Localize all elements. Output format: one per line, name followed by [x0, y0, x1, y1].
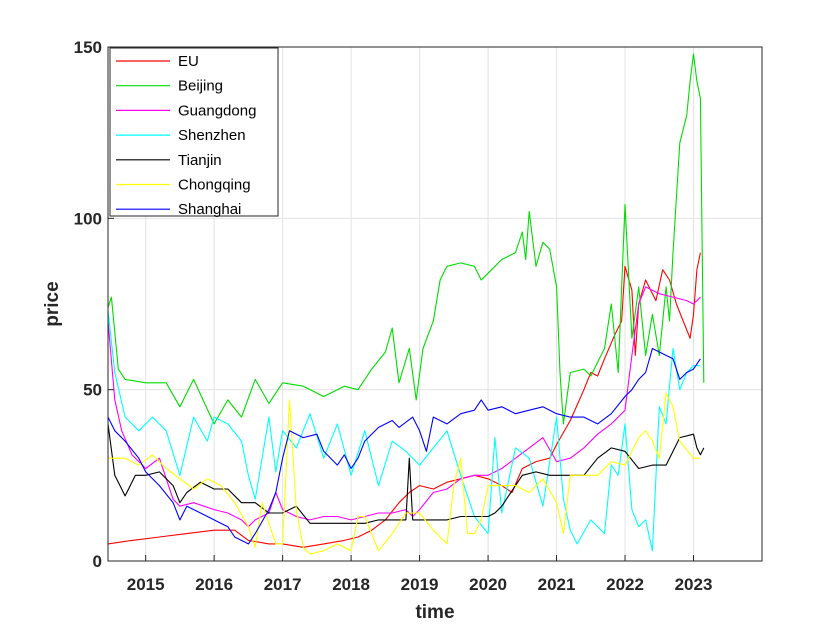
y-axis: 0 50 100 150: [74, 38, 114, 571]
x-tick-label: 2022: [606, 575, 644, 594]
x-tick-label: 2017: [264, 575, 302, 594]
x-tick-label: 2018: [332, 575, 370, 594]
series-line-chongqing: [108, 392, 701, 555]
legend-entry-label: Shenzhen: [178, 127, 246, 144]
x-tick-label: 2021: [538, 575, 576, 594]
legend-entry-label: Tianjin: [178, 152, 222, 169]
series-line-eu: [107, 252, 701, 548]
x-axis-label: time: [415, 602, 454, 623]
x-tick-label: 2020: [469, 575, 507, 594]
y-axis-label: price: [42, 281, 63, 326]
x-tick-label: 2015: [127, 575, 165, 594]
legend-entry-label: Guangdong: [178, 102, 256, 119]
series-line-shenzhen: [107, 310, 701, 552]
legend: EU Beijing Guangdong Shenzhen Tianjin Chongqi…: [109, 47, 279, 218]
plot-area-border: [107, 46, 763, 562]
y-tick-label: 0: [93, 552, 102, 571]
series-layer: [107, 53, 705, 555]
x-tick-label: 2019: [401, 575, 439, 594]
series-line-beijing: [107, 53, 705, 425]
series-line-tianjin: [107, 423, 705, 524]
x-tick-label: 2023: [675, 575, 713, 594]
x-axis: 2015 2016 2017 2018 2019 2020 2021 2022 2023: [127, 555, 713, 594]
y-tick-label: 50: [83, 381, 102, 400]
series-line-shanghai: [107, 347, 701, 545]
y-tick-label: 150: [74, 38, 102, 57]
legend-entry-label: EU: [178, 53, 199, 70]
x-tick-label: 2016: [195, 575, 233, 594]
legend-entry-label: Shanghai: [178, 201, 241, 218]
legend-entry-label: Beijing: [178, 78, 223, 95]
legend-entry-label: Chongqing: [178, 177, 251, 194]
legend-box: [109, 47, 279, 217]
y-tick-label: 100: [74, 209, 102, 228]
